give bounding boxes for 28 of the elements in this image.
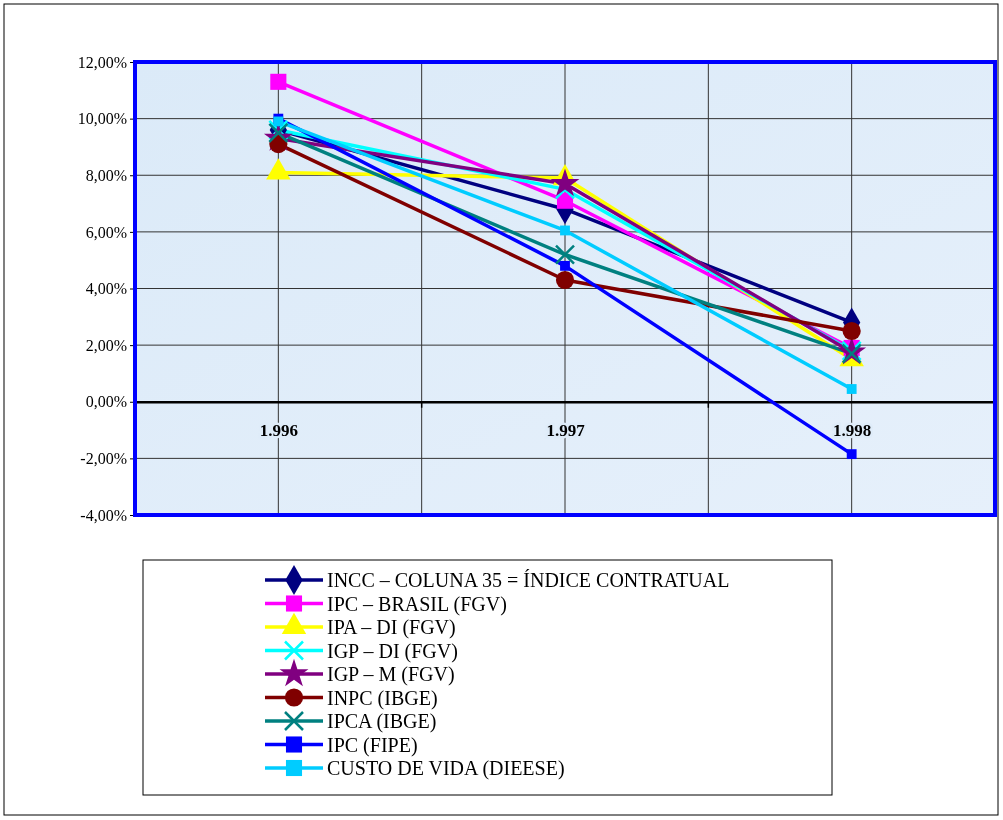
legend-label: IPCA (IBGE) (327, 710, 437, 733)
y-tick-label: 6,00% (85, 223, 127, 241)
point (560, 260, 570, 271)
point (554, 244, 576, 265)
legend-label: CUSTO DE VIDA (DIEESE) (327, 757, 565, 780)
point (555, 270, 575, 290)
legend-label: IGP – DI (FGV) (327, 639, 458, 663)
x-tick-label: 1.997 (546, 420, 586, 440)
y-tick-label: 8,00% (85, 166, 127, 184)
legend-label: IPA – DI (FGV) (327, 616, 456, 639)
point (270, 73, 287, 90)
point (846, 449, 857, 460)
y-tick-label: 4,00% (85, 280, 127, 298)
legend-label: INCC – COLUNA 35 = ÍNDICE CONTRATUAL (327, 569, 730, 591)
y-tick-label: 12,00% (77, 53, 127, 71)
point (842, 321, 861, 341)
point (560, 225, 570, 236)
legend-label: IPC – BRASIL (FGV) (327, 592, 507, 616)
y-tick-label: 10,00% (77, 110, 127, 128)
point (846, 384, 857, 394)
y-tick-label: 0,00% (85, 393, 127, 411)
legend-label: IGP – M (FGV) (327, 663, 455, 686)
point (550, 168, 580, 197)
legend-label: INPC (IBGE) (327, 686, 438, 710)
y-tick-label: -2,00% (80, 449, 127, 467)
y-tick-label: 2,00% (85, 336, 127, 354)
y-tick-label: -4,00% (80, 506, 127, 524)
legend-label: IPC (FIPE) (327, 733, 418, 757)
